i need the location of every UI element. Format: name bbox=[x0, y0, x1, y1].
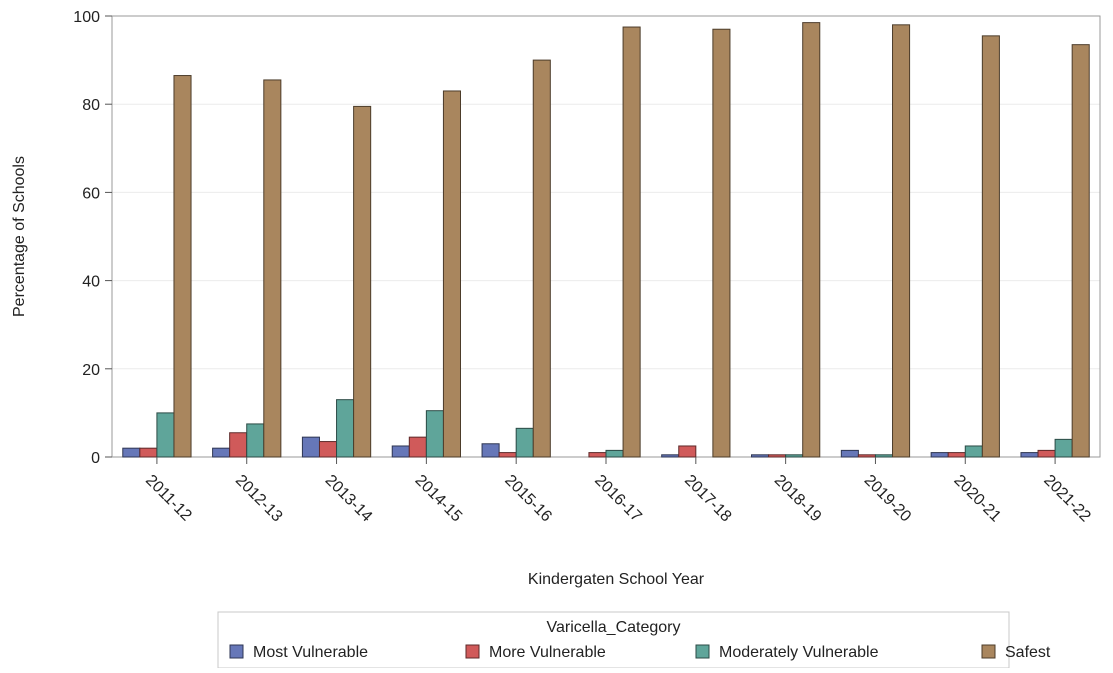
legend-swatch bbox=[229, 644, 244, 659]
y-axis: 0 20 40 60 80 100 bbox=[73, 9, 112, 467]
y-tick-label: 0 bbox=[91, 450, 100, 467]
legend: Varicella_Category Most Vulnerable More V… bbox=[217, 611, 1051, 669]
bar bbox=[246, 423, 265, 458]
y-tick-label: 20 bbox=[82, 362, 100, 379]
bar bbox=[947, 452, 966, 458]
y-tick-label: 80 bbox=[82, 97, 100, 114]
bar bbox=[930, 452, 949, 458]
bar bbox=[498, 452, 517, 458]
bar bbox=[425, 410, 444, 458]
bar bbox=[712, 28, 731, 458]
bar bbox=[156, 412, 175, 458]
legend-label: Moderately Vulnerable bbox=[719, 644, 879, 661]
bar bbox=[1020, 452, 1039, 458]
bar bbox=[751, 454, 770, 458]
bars bbox=[122, 22, 1090, 458]
bar bbox=[981, 35, 1000, 458]
legend-label: Most Vulnerable bbox=[253, 644, 368, 661]
bar bbox=[442, 90, 461, 458]
bar bbox=[678, 445, 697, 458]
y-tick-label: 40 bbox=[82, 274, 100, 291]
bar bbox=[785, 454, 804, 458]
bar bbox=[353, 105, 372, 458]
bar bbox=[139, 447, 158, 458]
legend-label: Safest bbox=[1005, 644, 1051, 661]
bar bbox=[515, 427, 534, 458]
legend-swatch bbox=[981, 644, 996, 659]
bar bbox=[857, 454, 876, 458]
bar bbox=[122, 447, 141, 458]
bar bbox=[588, 452, 607, 458]
bar bbox=[661, 454, 680, 458]
bar bbox=[229, 432, 248, 458]
bar bbox=[532, 59, 551, 458]
bar bbox=[892, 24, 911, 458]
bar bbox=[336, 399, 355, 458]
bar bbox=[173, 75, 192, 458]
bar bbox=[481, 443, 500, 458]
legend-label: More Vulnerable bbox=[489, 644, 606, 661]
bar bbox=[840, 449, 859, 458]
bar bbox=[1054, 438, 1073, 458]
y-tick-label: 100 bbox=[73, 9, 100, 26]
bar bbox=[802, 22, 821, 458]
bar bbox=[212, 447, 231, 458]
y-tick-label: 60 bbox=[82, 185, 100, 202]
bar bbox=[408, 436, 427, 458]
legend-items: Most Vulnerable More Vulnerable Moderately… bbox=[229, 644, 1051, 661]
bar bbox=[622, 26, 641, 458]
legend-title: Varicella_Category bbox=[547, 619, 681, 636]
legend-swatch bbox=[465, 644, 480, 659]
bar bbox=[391, 445, 410, 458]
bar bbox=[301, 436, 320, 458]
legend-swatch bbox=[695, 644, 710, 659]
bar bbox=[605, 449, 624, 458]
x-axis-label: Kindergaten School Year bbox=[528, 571, 705, 588]
bar bbox=[874, 454, 894, 458]
bar bbox=[1037, 449, 1056, 458]
bar bbox=[964, 445, 983, 458]
bar bbox=[768, 454, 787, 458]
y-axis-label: Percentage of Schools bbox=[11, 156, 28, 317]
bar bbox=[1071, 44, 1090, 458]
bar bbox=[263, 79, 282, 458]
bar bbox=[318, 441, 338, 458]
